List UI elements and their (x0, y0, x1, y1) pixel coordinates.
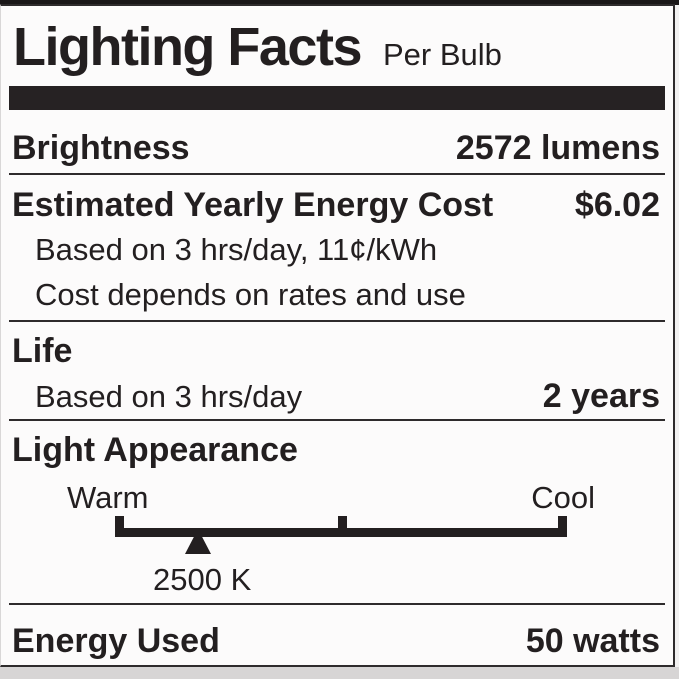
life-value: 2 years (542, 377, 660, 415)
energy-cost-value: $6.02 (574, 186, 660, 224)
warm-label: Warm (67, 480, 149, 515)
photo-top-strip (0, 0, 679, 5)
scale-tick-left (115, 516, 124, 537)
life-heading: Life (12, 332, 73, 370)
energy-cost-label: Estimated Yearly Energy Cost (12, 186, 494, 224)
page-title: Lighting Facts (13, 17, 362, 77)
scale-tick-right (558, 516, 567, 537)
cool-label: Cool (531, 480, 595, 515)
scale-bar (115, 528, 567, 537)
photo-bottom-strip (0, 667, 679, 679)
scale-tick-middle (338, 516, 347, 537)
section-divider (9, 419, 665, 421)
energy-cost-basis: Based on 3 hrs/day, 11¢/kWh (35, 232, 438, 267)
energy-used-row: Energy Used 50 watts (12, 620, 660, 662)
section-divider (9, 320, 665, 322)
title-divider-bar (9, 86, 665, 110)
energy-used-label: Energy Used (12, 622, 220, 660)
energy-used-value: 50 watts (525, 622, 660, 660)
life-basis: Based on 3 hrs/day (35, 379, 303, 414)
energy-cost-heading: Estimated Yearly Energy Cost $6.02 (12, 185, 660, 225)
life-row: Based on 3 hrs/day 2 years (35, 377, 660, 416)
lighting-facts-label: Lighting Facts Per Bulb Brightness 2572 … (0, 4, 675, 667)
section-divider (9, 603, 665, 605)
warm-cool-row: Warm Cool (67, 480, 595, 516)
kelvin-value: 2500 K (153, 562, 252, 597)
kelvin-marker (185, 529, 212, 554)
brightness-value: 2572 lumens (455, 129, 660, 167)
brightness-row: Brightness 2572 lumens (12, 126, 660, 170)
brightness-label: Brightness (12, 129, 190, 167)
energy-cost-note: Cost depends on rates and use (35, 277, 466, 312)
per-bulb-label: Per Bulb (382, 37, 502, 72)
kelvin-scale (115, 516, 567, 554)
label-header: Lighting Facts Per Bulb (13, 14, 659, 80)
light-appearance-heading: Light Appearance (12, 431, 298, 469)
section-divider (9, 173, 665, 175)
